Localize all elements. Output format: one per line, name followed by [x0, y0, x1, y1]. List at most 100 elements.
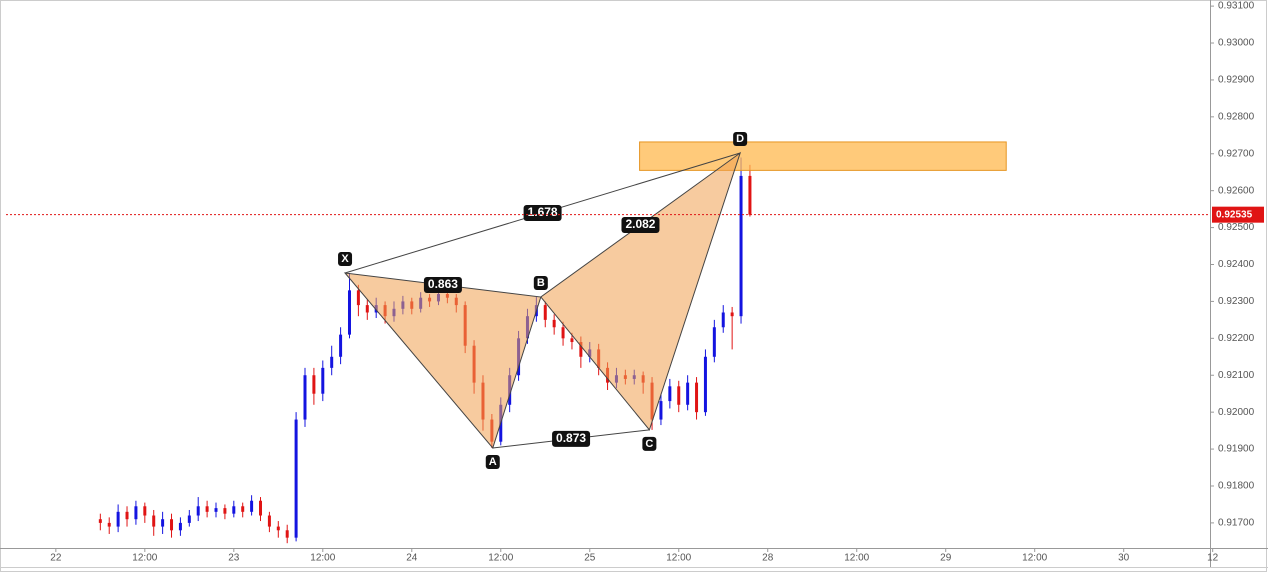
- ratio-label: 2.082: [625, 217, 655, 231]
- candle-body: [695, 382, 699, 413]
- candle-body: [250, 500, 254, 512]
- point-label: B: [537, 277, 545, 289]
- candle-body: [205, 506, 209, 512]
- candle-body: [339, 334, 343, 357]
- candle-body: [347, 290, 351, 335]
- candle-body: [579, 342, 583, 357]
- candle-body: [321, 367, 325, 394]
- x-tick-label: 28: [762, 553, 774, 564]
- candle-body: [659, 401, 663, 420]
- candle-body: [312, 375, 316, 394]
- candle-body: [552, 319, 556, 328]
- point-label: X: [341, 253, 349, 265]
- pattern-triangle: [343, 272, 542, 449]
- candle-body: [125, 511, 129, 520]
- candle-body: [356, 290, 360, 306]
- last-price-box: [1212, 206, 1264, 223]
- candle-body: [241, 506, 245, 512]
- y-tick-label: 0.92500: [1218, 222, 1255, 233]
- point-label: C: [645, 438, 653, 450]
- point-box: [533, 275, 548, 290]
- ratio-box: [621, 217, 660, 234]
- y-tick-label: 0.91900: [1218, 444, 1255, 455]
- x-tick-label: 12:00: [310, 553, 335, 564]
- x-tick-label: 25: [584, 553, 596, 564]
- last-price-label: 0.92535: [1216, 209, 1253, 220]
- x-tick-label: 29: [940, 553, 952, 564]
- y-tick-label: 0.92900: [1218, 75, 1255, 86]
- candle-body: [259, 500, 263, 516]
- candle-body: [276, 526, 280, 531]
- y-tick-label: 0.92600: [1218, 185, 1255, 196]
- candle-body: [543, 305, 547, 320]
- y-tick-label: 0.92700: [1218, 148, 1255, 159]
- candle-body: [703, 356, 707, 413]
- ratio-box: [423, 276, 462, 293]
- candle-body: [561, 327, 565, 339]
- candle-body: [134, 506, 138, 520]
- x-tick-label: 12:00: [844, 553, 869, 564]
- candle-body: [730, 312, 734, 317]
- candle-body: [107, 522, 111, 527]
- x-tick-label: 30: [1118, 553, 1130, 564]
- x-tick-label: 12: [1207, 553, 1219, 564]
- y-tick-label: 0.93000: [1218, 38, 1255, 49]
- y-tick-label: 0.92400: [1218, 259, 1255, 270]
- candle-body: [116, 511, 120, 527]
- candle-body: [570, 338, 574, 343]
- candle-body: [294, 419, 298, 538]
- point-box: [485, 454, 500, 469]
- candle-body: [267, 515, 271, 527]
- candle-body: [365, 305, 369, 313]
- x-tick-label: 12:00: [132, 553, 157, 564]
- x-tick-label: 12:00: [1022, 553, 1047, 564]
- point-box: [338, 251, 353, 266]
- ratio-box: [523, 205, 562, 222]
- candle-body: [170, 519, 174, 531]
- y-tick-label: 0.92000: [1218, 407, 1255, 418]
- x-tick-label: 12:00: [666, 553, 691, 564]
- ratio-label: 0.863: [428, 277, 458, 291]
- candle-body: [748, 175, 752, 215]
- y-tick-label: 0.92200: [1218, 333, 1255, 344]
- ratio-box: [552, 430, 591, 447]
- candle-body: [152, 515, 156, 527]
- candle-body: [223, 508, 227, 514]
- y-tick-label: 0.91700: [1218, 518, 1255, 529]
- candle-body: [285, 530, 289, 538]
- candle-body: [330, 356, 334, 368]
- candle-body: [143, 506, 147, 516]
- y-tick-label: 0.92100: [1218, 370, 1255, 381]
- ratio-label: 1.678: [528, 205, 558, 219]
- ratio-label: 0.873: [556, 431, 586, 445]
- candle-body: [668, 386, 672, 402]
- candle-body: [196, 506, 200, 516]
- y-tick-label: 0.91800: [1218, 481, 1255, 492]
- candle-body: [677, 386, 681, 405]
- pattern-triangle: [540, 151, 742, 431]
- candle-body: [98, 519, 102, 523]
- y-tick-label: 0.92300: [1218, 296, 1255, 307]
- candle-body: [721, 312, 725, 328]
- candle-body: [178, 522, 182, 531]
- candle-body: [214, 508, 218, 512]
- x-tick-label: 23: [228, 553, 240, 564]
- point-label: A: [489, 456, 497, 468]
- candle-body: [739, 175, 743, 317]
- candle-body: [686, 382, 690, 405]
- target-zone: [639, 141, 1007, 171]
- candle-body: [712, 327, 716, 357]
- candle-body: [303, 375, 307, 420]
- y-tick-label: 0.92800: [1218, 111, 1255, 122]
- x-tick-label: 22: [50, 553, 62, 564]
- candle-body: [161, 519, 165, 527]
- x-tick-label: 24: [406, 553, 418, 564]
- y-tick-label: 0.93100: [1218, 1, 1255, 12]
- point-box: [642, 436, 657, 451]
- candle-body: [232, 506, 236, 514]
- point-label: D: [736, 133, 744, 145]
- point-box: [733, 132, 748, 147]
